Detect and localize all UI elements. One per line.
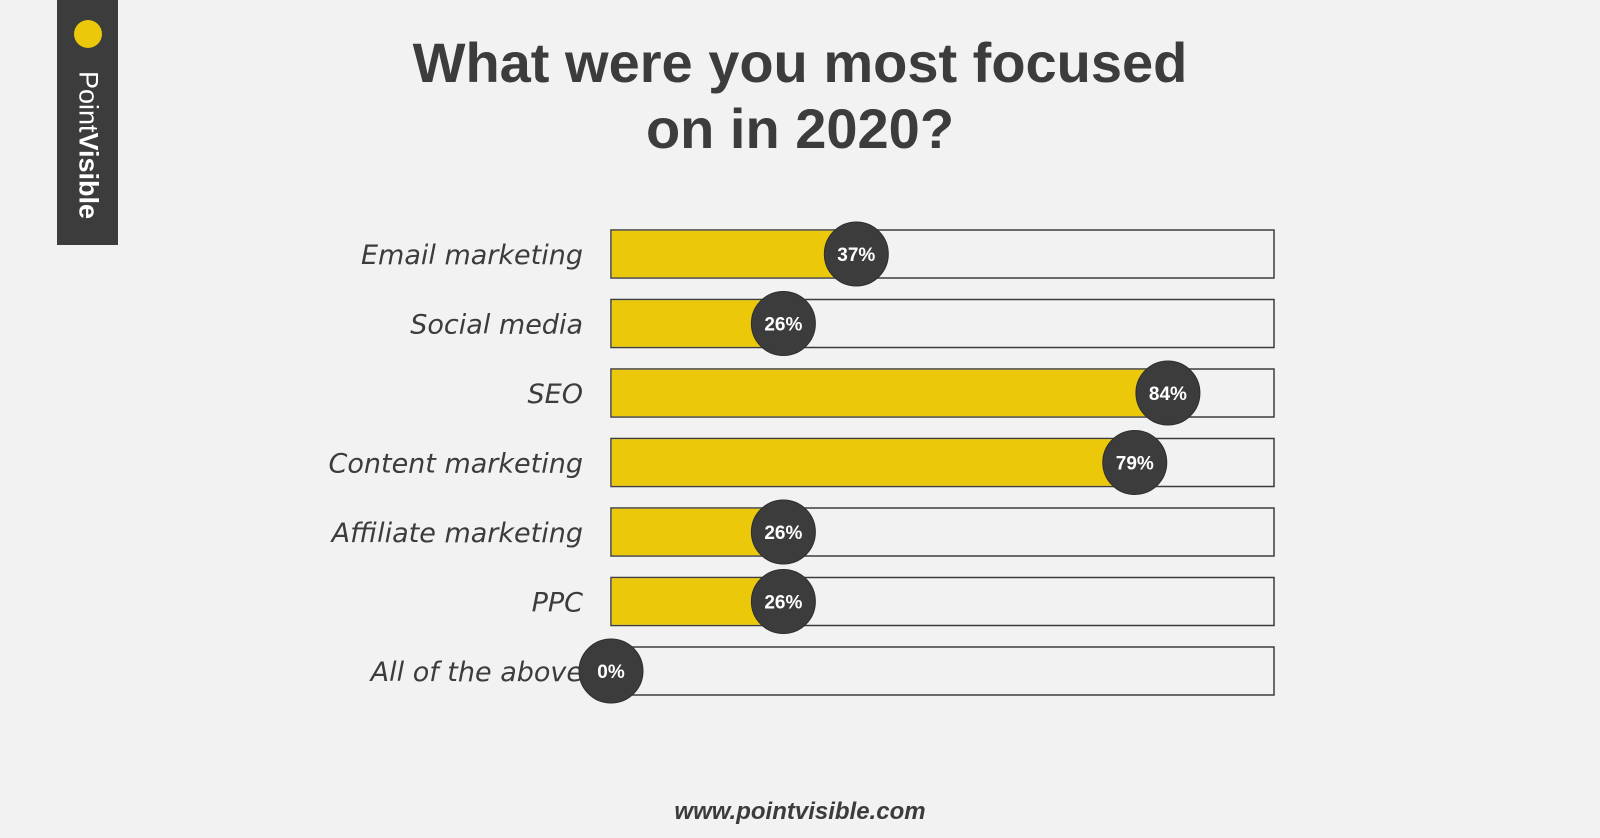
value-label: 26%: [764, 593, 802, 614]
brand-logo-tab: PointVisible: [57, 0, 118, 245]
chart-title-line-1: What were you most focused: [412, 31, 1188, 94]
value-badge: [750, 291, 816, 356]
bar-fill: [611, 230, 857, 278]
bar-category-label: PPC: [532, 588, 584, 619]
bar-category-label: Email marketing: [361, 240, 583, 271]
value-label: 26%: [764, 523, 802, 544]
bar-category-label: Content marketing: [329, 449, 584, 480]
value-label: 79%: [1116, 454, 1154, 475]
bar-category-label: All of the above: [369, 657, 583, 688]
brand-dot-icon: [74, 20, 102, 48]
value-badge: [750, 569, 816, 634]
value-label: 37%: [837, 245, 875, 266]
value-label: 84%: [1149, 384, 1187, 405]
chart-title-line-2: on in 2020?: [645, 97, 955, 160]
value-label: 0%: [597, 662, 625, 683]
value-badge: [1135, 360, 1201, 426]
value-badge: [823, 221, 889, 287]
bar-fill: [611, 369, 1168, 417]
value-badge: [750, 499, 816, 565]
value-label: 26%: [764, 315, 802, 336]
bar-category-label: Social media: [410, 310, 583, 341]
chart-title: What were you most focused on in 2020?: [0, 30, 1600, 162]
bar-category-label: Affiliate marketing: [330, 518, 583, 549]
bar-category-label: SEO: [528, 379, 583, 410]
value-badge: [1102, 430, 1168, 495]
value-badge: [578, 638, 644, 704]
bar-track: [610, 646, 1275, 696]
footer-url: www.pointvisible.com: [674, 798, 926, 825]
bar-fill: [611, 439, 1135, 486]
